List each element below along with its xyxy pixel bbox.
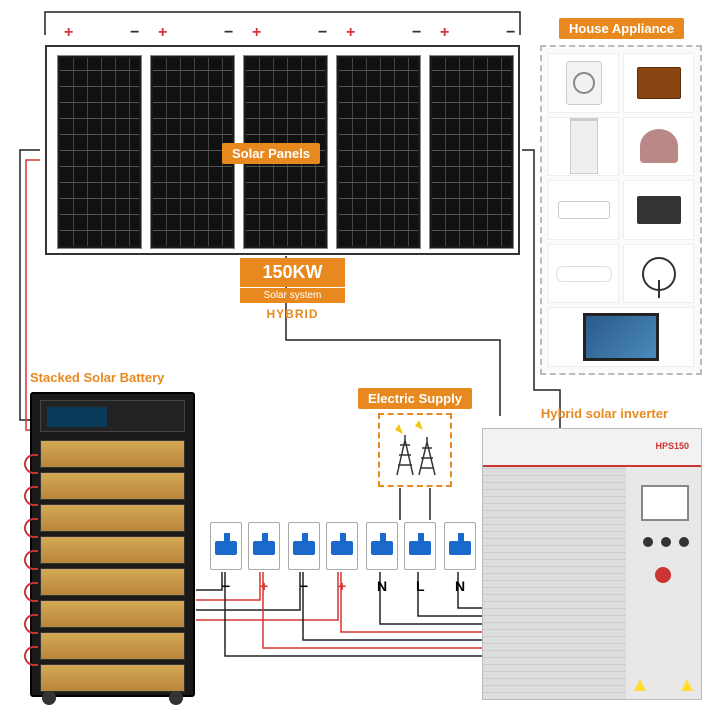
hybrid-inverter-label: Hybrid solar inverter: [541, 406, 668, 421]
battery-module: [40, 632, 185, 660]
terminal-label: L: [416, 578, 425, 594]
stacked-battery-label: Stacked Solar Battery: [30, 370, 164, 385]
polarity-plus: +: [440, 24, 449, 42]
microwave-icon: [623, 180, 694, 240]
battery-module: [40, 472, 185, 500]
terminal-label: −: [300, 578, 308, 594]
warning-icon: [681, 679, 693, 691]
inverter-dial-icon: [661, 537, 671, 547]
battery-display: [40, 400, 185, 432]
solar-panels-label: Solar Panels: [222, 143, 320, 164]
battery-module: [40, 600, 185, 628]
refrigerator-icon: [548, 117, 619, 177]
battery-rack: [30, 392, 195, 697]
house-appliance-label: House Appliance: [559, 18, 684, 39]
battery-module: [40, 536, 185, 564]
battery-module: [40, 440, 185, 468]
terminal-label: N: [377, 578, 387, 594]
inverter-top-panel: HPS150: [483, 429, 701, 467]
polarity-minus: −: [412, 24, 421, 42]
polarity-plus: +: [64, 24, 73, 42]
power-tower-icon: [385, 420, 445, 480]
warning-icon: [634, 679, 646, 691]
inverter-vent-panel: [483, 467, 628, 699]
electric-supply-box: [378, 413, 452, 487]
inverter-dial-icon: [679, 537, 689, 547]
split-ac-icon: [548, 244, 619, 304]
battery-cable-icon: [24, 646, 38, 666]
appliance-box: [540, 45, 702, 375]
polarity-minus: −: [318, 24, 327, 42]
polarity-plus: +: [346, 24, 355, 42]
circuit-breaker: [404, 522, 436, 570]
terminal-label: N: [455, 578, 465, 594]
toaster-oven-icon: [623, 53, 694, 113]
battery-cable-icon: [24, 518, 38, 538]
battery-module: [40, 664, 185, 692]
polarity-minus: −: [130, 24, 139, 42]
fan-icon: [623, 244, 694, 304]
battery-cable-icon: [24, 614, 38, 634]
washing-machine-icon: [548, 53, 619, 113]
polarity-plus: +: [252, 24, 261, 42]
circuit-breaker: [444, 522, 476, 570]
rice-cooker-icon: [623, 117, 694, 177]
inverter-dial-icon: [643, 537, 653, 547]
system-subtitle: Solar system: [240, 288, 345, 303]
terminal-label: −: [222, 578, 230, 594]
polarity-minus: −: [224, 24, 233, 42]
inverter-stop-icon: [655, 567, 671, 583]
system-power: 150KW: [240, 258, 345, 287]
solar-panel: [57, 55, 142, 249]
inverter-control-panel: [626, 467, 701, 699]
battery-cable-icon: [24, 486, 38, 506]
electric-supply-label: Electric Supply: [358, 388, 472, 409]
air-conditioner-icon: [548, 180, 619, 240]
battery-cable-icon: [24, 582, 38, 602]
television-icon: [548, 307, 694, 367]
circuit-breaker: [326, 522, 358, 570]
system-title: 150KW Solar system HYBRID: [240, 258, 345, 321]
terminal-label: +: [260, 578, 268, 594]
battery-cable-icon: [24, 550, 38, 570]
circuit-breaker: [210, 522, 242, 570]
circuit-breaker: [366, 522, 398, 570]
circuit-breaker: [288, 522, 320, 570]
terminal-label: +: [338, 578, 346, 594]
battery-cable-icon: [24, 454, 38, 474]
battery-module: [40, 568, 185, 596]
battery-module: [40, 504, 185, 532]
system-type: HYBRID: [240, 307, 345, 321]
wheel-icon: [42, 691, 56, 705]
inverter-model: HPS150: [655, 441, 689, 451]
circuit-breaker: [248, 522, 280, 570]
hybrid-inverter: HPS150: [482, 428, 702, 700]
inverter-screen-icon: [641, 485, 689, 521]
polarity-minus: −: [506, 24, 515, 42]
polarity-plus: +: [158, 24, 167, 42]
solar-panel: [429, 55, 514, 249]
solar-panel: [336, 55, 421, 249]
wheel-icon: [169, 691, 183, 705]
